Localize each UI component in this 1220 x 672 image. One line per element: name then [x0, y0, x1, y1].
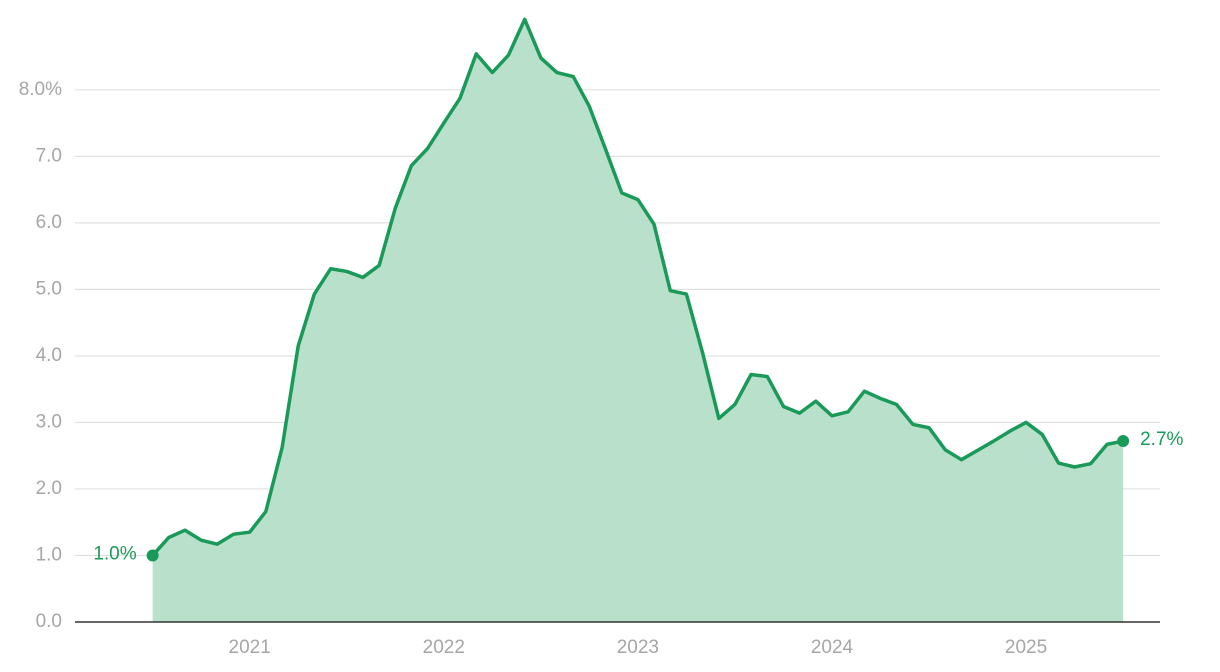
x-tick-label: 2025: [1005, 637, 1047, 658]
end-dot: [1117, 435, 1130, 448]
x-tick-label: 2024: [811, 637, 854, 658]
x-tick-label: 2021: [229, 637, 271, 658]
start-label: 1.0%: [93, 543, 136, 564]
y-tick-label: 5.0: [36, 278, 62, 299]
x-tick-label: 2022: [423, 637, 465, 658]
y-tick-label: 1.0: [36, 544, 62, 565]
area-fill: [152, 19, 1124, 622]
x-tick-label: 2023: [617, 637, 659, 658]
y-tick-label: 8.0%: [19, 79, 62, 100]
y-tick-label: 6.0: [36, 212, 62, 233]
y-tick-label: 0.0: [36, 611, 62, 632]
y-tick-label: 2.0: [36, 478, 62, 499]
y-tick-label: 3.0: [36, 411, 62, 432]
line: [151, 17, 1124, 557]
y-tick-label: 7.0: [36, 145, 62, 166]
start-dot: [146, 549, 159, 562]
y-tick-label: 4.0: [36, 345, 62, 366]
end-label: 2.7%: [1140, 429, 1183, 450]
